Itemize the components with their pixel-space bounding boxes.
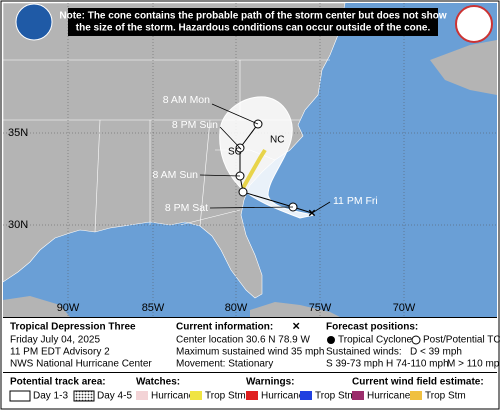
latitude-label: 35N [8, 127, 28, 139]
info-line: 11 PM EDT Advisory 2 [10, 347, 110, 358]
longitude-label: 85W [142, 302, 165, 314]
swatch [410, 391, 422, 400]
current-line: Movement: Stationary [176, 359, 273, 370]
noaa-logo [15, 3, 53, 41]
points [235, 119, 298, 212]
forecast-legend: H 74-110 mph [386, 359, 449, 370]
divider [3, 317, 497, 318]
path [199, 174, 241, 177]
tc-symbol [327, 336, 335, 344]
path [209, 206, 294, 209]
path [219, 126, 241, 149]
current-icon: ✕ [292, 322, 300, 333]
legend-item: Trop Stm [425, 391, 466, 402]
current-line: Center location 30.6 N 78.9 W [176, 335, 311, 346]
storm-name: Tropical Depression Three [10, 322, 136, 333]
legend-title: Potential track area: [10, 377, 106, 388]
cuba [250, 302, 340, 317]
path [311, 201, 331, 214]
nws-logo [455, 5, 493, 43]
swatch [73, 390, 95, 402]
legend-item: Day 4-5 [97, 391, 132, 402]
land [2, 2, 346, 299]
nova-scotia [430, 40, 497, 95]
forecast-label: 11 PM Fri [333, 195, 378, 207]
watch-line [241, 148, 267, 189]
forecast-label: 8 AM Mon [163, 94, 210, 106]
latitude-label: 30N [8, 219, 28, 231]
forecast-legend: S 39-73 mph [326, 359, 383, 370]
swatch [300, 391, 312, 400]
longitude-label: 90W [57, 302, 80, 314]
note-box [68, 8, 438, 36]
forecast-legend: Tropical Cyclone [338, 335, 413, 346]
legend-title: Watches: [136, 377, 180, 388]
forecast-legend: Post/Potential TC [423, 335, 500, 346]
longitude-label: 80W [225, 302, 248, 314]
leaders [199, 103, 331, 214]
circle [238, 187, 248, 197]
legend-item: Trop Stm [205, 391, 246, 402]
legend-item: Hurricane [367, 391, 411, 402]
swatch [9, 390, 31, 402]
post-symbol [411, 335, 421, 345]
info-line: Friday July 04, 2025 [10, 335, 100, 346]
legend-item: Trop Stm [315, 391, 356, 402]
swatch [352, 391, 364, 400]
note-line: Note: The cone contains the probable pat… [59, 11, 446, 22]
legend-title: Warnings: [246, 377, 295, 388]
path [211, 103, 259, 125]
legend-title: Current wind field estimate: [352, 377, 484, 388]
path [199, 119, 211, 227]
info-line: NWS National Hurricane Center [10, 359, 152, 370]
divider [3, 372, 497, 373]
path [179, 209, 241, 226]
legend-item: Day 1-3 [33, 391, 68, 402]
swatch [136, 391, 148, 400]
forecast-title: Forecast positions: [326, 322, 418, 333]
note-line: the size of the storm. Hazardous conditi… [76, 23, 431, 34]
swatch [190, 391, 202, 400]
forecast-label: 8 AM Sun [152, 169, 198, 181]
land [3, 296, 70, 317]
forecast-label: 8 PM Sun [172, 119, 218, 131]
forecast-legend: Sustained winds: [326, 347, 402, 358]
state-label: SC [228, 147, 242, 158]
forecast-legend: M > 110 mph [447, 359, 500, 370]
current-position: ✕ [308, 209, 316, 220]
state-label: NC [270, 135, 284, 146]
swatch [246, 391, 258, 400]
legend-item: Hurricane [261, 391, 305, 402]
longitude-label: 75W [309, 302, 332, 314]
forecast-legend: D < 39 mph [410, 347, 462, 358]
current-title: Current information: [176, 322, 273, 333]
forecast-label: 8 PM Sat [165, 202, 208, 214]
path [94, 119, 101, 233]
current-line: Maximum sustained wind 35 mph [176, 347, 324, 358]
legend-item: Hurricane [151, 391, 195, 402]
longitude-label: 70W [393, 302, 416, 314]
